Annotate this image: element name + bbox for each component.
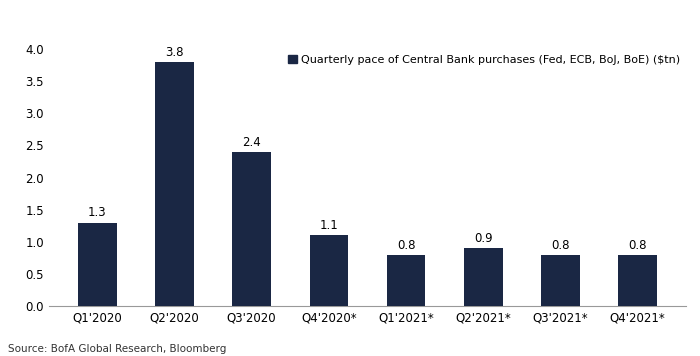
- Bar: [232, 152, 271, 306]
- Text: 0.8: 0.8: [397, 239, 415, 252]
- Text: 1.3: 1.3: [88, 206, 106, 219]
- Text: 1.1: 1.1: [319, 219, 338, 232]
- Bar: [387, 255, 426, 306]
- Text: 0.8: 0.8: [552, 239, 570, 252]
- Text: 3.8: 3.8: [165, 46, 183, 59]
- Legend: Quarterly pace of Central Bank purchases (Fed, ECB, BoJ, BoE) ($tn): Quarterly pace of Central Bank purchases…: [288, 55, 680, 65]
- Bar: [309, 235, 348, 306]
- Text: Source: BofA Global Research, Bloomberg: Source: BofA Global Research, Bloomberg: [8, 344, 227, 354]
- Text: 0.9: 0.9: [474, 232, 493, 245]
- Bar: [618, 255, 657, 306]
- Text: Chart 2: Pace of central bank injections via QE fading: Chart 2: Pace of central bank injections…: [57, 26, 475, 40]
- Text: 0.8: 0.8: [629, 239, 647, 252]
- Text: 2.4: 2.4: [242, 136, 261, 149]
- Bar: [78, 222, 117, 306]
- Bar: [464, 248, 503, 306]
- Bar: [155, 62, 194, 306]
- Bar: [541, 255, 580, 306]
